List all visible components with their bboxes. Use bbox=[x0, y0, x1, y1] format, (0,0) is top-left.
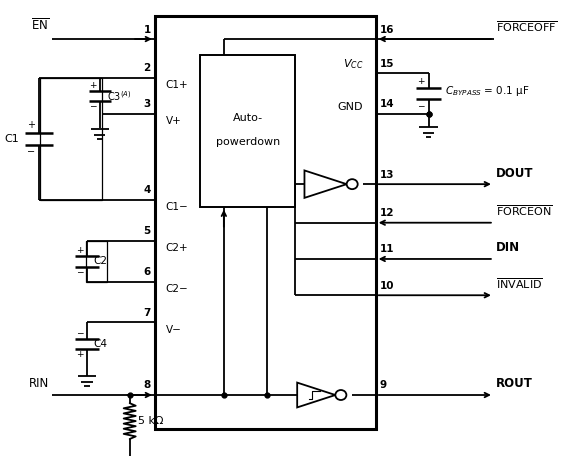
Text: 5: 5 bbox=[143, 226, 151, 236]
Text: +: + bbox=[27, 120, 35, 130]
Text: $C_{BYPASS}$ = 0.1 μF: $C_{BYPASS}$ = 0.1 μF bbox=[445, 84, 529, 98]
Text: 2: 2 bbox=[143, 63, 151, 73]
Text: C1−: C1− bbox=[166, 202, 189, 213]
Text: powerdown: powerdown bbox=[216, 137, 280, 147]
Text: 12: 12 bbox=[380, 208, 395, 218]
Text: 14: 14 bbox=[380, 99, 395, 109]
Text: 10: 10 bbox=[380, 281, 395, 291]
Bar bbox=[87, 241, 107, 282]
Text: DOUT: DOUT bbox=[496, 167, 534, 179]
Bar bbox=[40, 78, 102, 200]
Text: +: + bbox=[417, 77, 424, 86]
Text: −: − bbox=[417, 101, 424, 110]
Text: C2: C2 bbox=[93, 256, 107, 266]
Text: 8: 8 bbox=[143, 381, 151, 391]
Text: C4: C4 bbox=[93, 339, 107, 349]
Text: 4: 4 bbox=[143, 185, 151, 196]
Text: 3: 3 bbox=[143, 99, 151, 109]
Text: +: + bbox=[89, 81, 96, 90]
Text: V+: V+ bbox=[166, 116, 182, 126]
Text: 1: 1 bbox=[143, 24, 151, 34]
Text: 5 kΩ: 5 kΩ bbox=[138, 416, 163, 426]
Text: Auto-: Auto- bbox=[233, 113, 263, 123]
Text: 15: 15 bbox=[380, 59, 395, 68]
Text: −: − bbox=[76, 268, 84, 277]
Text: +: + bbox=[76, 350, 84, 359]
Text: 9: 9 bbox=[380, 381, 387, 391]
Text: +: + bbox=[76, 246, 84, 255]
Text: $\overline{\mathrm{INVALID}}$: $\overline{\mathrm{INVALID}}$ bbox=[496, 276, 543, 291]
Text: $\overline{\mathrm{FORCEON}}$: $\overline{\mathrm{FORCEON}}$ bbox=[496, 203, 553, 218]
Text: C1+: C1+ bbox=[166, 80, 188, 90]
Text: ROUT: ROUT bbox=[496, 377, 533, 391]
Text: C2−: C2− bbox=[166, 284, 189, 294]
Bar bbox=[200, 55, 296, 207]
Text: −: − bbox=[27, 147, 35, 157]
Text: −: − bbox=[76, 329, 84, 338]
Text: C1: C1 bbox=[4, 134, 19, 144]
Text: 13: 13 bbox=[380, 170, 395, 179]
Text: C2+: C2+ bbox=[166, 243, 188, 253]
Text: 11: 11 bbox=[380, 245, 395, 254]
Text: $\overline{\mathrm{FORCEOFF}}$: $\overline{\mathrm{FORCEOFF}}$ bbox=[496, 19, 558, 34]
Text: GND: GND bbox=[338, 101, 363, 112]
Text: V−: V− bbox=[166, 325, 182, 335]
Text: RIN: RIN bbox=[29, 376, 49, 390]
Text: $V_{CC}$: $V_{CC}$ bbox=[343, 57, 363, 71]
Text: 7: 7 bbox=[143, 308, 151, 318]
Bar bbox=[155, 17, 376, 429]
Text: 16: 16 bbox=[380, 24, 395, 34]
Text: 6: 6 bbox=[143, 267, 151, 277]
Text: C3$^{(A)}$: C3$^{(A)}$ bbox=[107, 89, 131, 103]
Text: −: − bbox=[89, 101, 96, 110]
Text: $\overline{\mathrm{EN}}$: $\overline{\mathrm{EN}}$ bbox=[31, 18, 49, 34]
Text: DIN: DIN bbox=[496, 241, 520, 254]
